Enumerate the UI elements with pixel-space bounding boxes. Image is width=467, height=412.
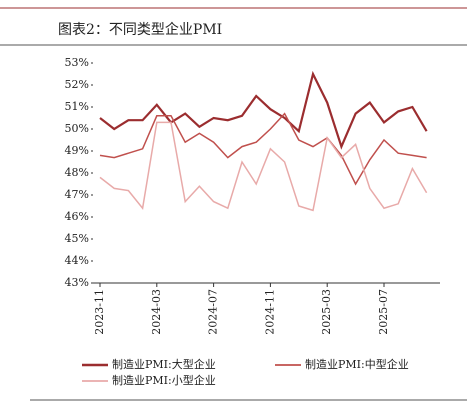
y-tick-label: 44% xyxy=(65,254,89,267)
x-tick-label: 2023-11 xyxy=(93,289,106,335)
y-tick-label: 49% xyxy=(65,144,89,157)
y-tick-label: 50% xyxy=(65,122,89,135)
y-tick-label: 47% xyxy=(65,188,89,201)
y-tick-label: 45% xyxy=(65,232,89,245)
legend-label: 制造业PMI:中型企业 xyxy=(305,357,409,371)
x-tick-label: 2024-11 xyxy=(263,289,276,335)
x-tick-label: 2025-03 xyxy=(320,289,333,335)
y-tick-label: 52% xyxy=(65,78,89,91)
legend-label: 制造业PMI:小型企业 xyxy=(112,373,216,387)
series-line xyxy=(99,70,428,150)
series-line xyxy=(99,112,427,186)
x-tick-label: 2024-07 xyxy=(207,289,220,335)
x-tick-label: 2024-03 xyxy=(150,289,163,335)
y-tick-label: 53% xyxy=(65,56,89,69)
y-tick-label: 48% xyxy=(65,166,89,179)
y-tick-label: 51% xyxy=(65,100,89,113)
series-line xyxy=(99,121,428,212)
y-tick-label: 43% xyxy=(65,276,89,289)
legend-label: 制造业PMI:大型企业 xyxy=(112,357,216,371)
y-tick-label: 46% xyxy=(65,210,89,223)
chart-title: 图表2：不同类型企业PMI xyxy=(58,21,222,38)
x-tick-label: 2025-07 xyxy=(377,289,390,335)
